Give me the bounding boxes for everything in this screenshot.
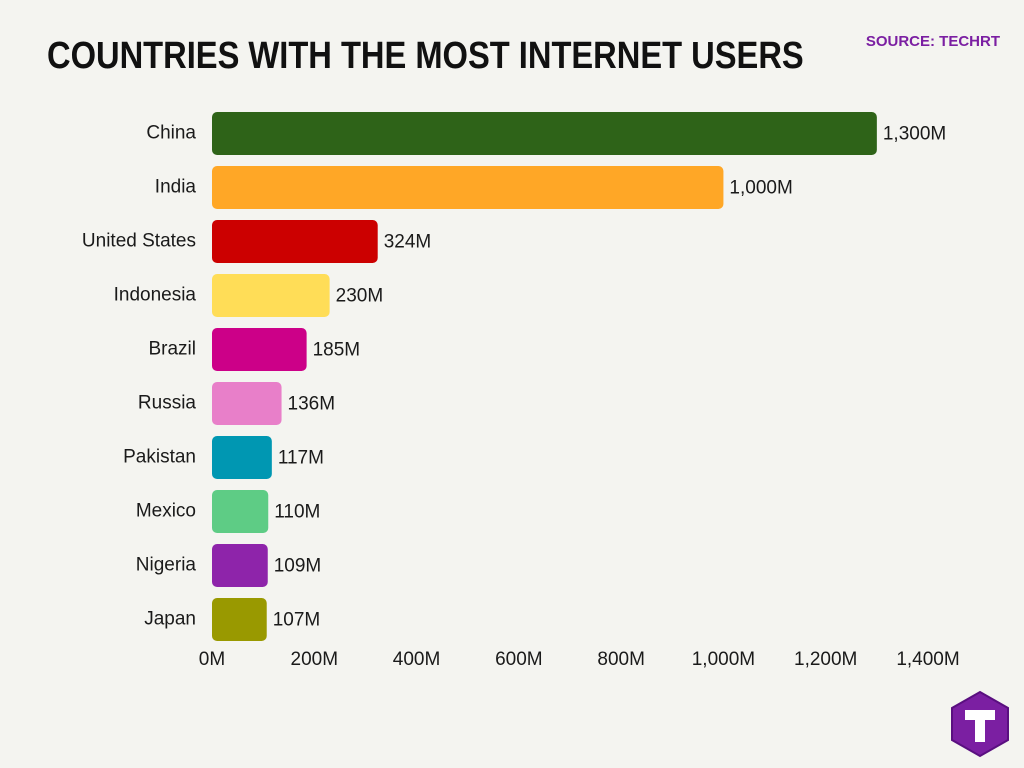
value-label: 136M: [288, 394, 336, 415]
value-label: 117M: [278, 448, 324, 469]
bar: [212, 166, 724, 209]
bar: [212, 436, 272, 479]
x-tick-label: 400M: [393, 649, 441, 670]
x-tick-label: 600M: [495, 649, 543, 670]
bar: [212, 544, 268, 587]
y-tick-label: Indonesia: [114, 285, 197, 306]
value-label: 230M: [336, 286, 384, 307]
y-tick-label: Mexico: [136, 501, 196, 522]
bar: [212, 598, 267, 641]
value-label: 185M: [313, 340, 361, 361]
y-tick-label: Russia: [138, 393, 197, 414]
value-label: 1,300M: [883, 124, 946, 145]
value-label: 324M: [384, 232, 432, 253]
y-tick-label: Japan: [144, 609, 196, 630]
y-tick-label: Nigeria: [136, 555, 197, 576]
x-tick-label: 200M: [291, 649, 339, 670]
x-tick-label: 1,200M: [794, 649, 857, 670]
y-tick-label: United States: [82, 231, 196, 252]
bar: [212, 328, 307, 371]
value-label: 110M: [274, 502, 320, 523]
value-label: 1,000M: [729, 178, 792, 199]
x-tick-label: 800M: [597, 649, 645, 670]
y-tick-label: Pakistan: [123, 447, 196, 468]
bar: [212, 220, 378, 263]
value-label: 109M: [274, 556, 322, 577]
bar: [212, 490, 269, 533]
x-tick-label: 0M: [199, 649, 225, 670]
source: SOURCE: TECHRT: [866, 33, 1000, 50]
y-tick-label: Brazil: [148, 339, 196, 360]
value-label: 107M: [273, 610, 321, 631]
logo: [951, 690, 1009, 758]
bar: [212, 274, 330, 317]
bar: [212, 112, 877, 155]
chart-title: COUNTRIES WITH THE MOST INTERNET USERS: [47, 34, 804, 77]
bar: [212, 382, 282, 425]
y-tick-label: China: [146, 123, 196, 144]
x-tick-label: 1,000M: [692, 649, 755, 670]
y-tick-label: India: [155, 177, 197, 198]
x-tick-label: 1,400M: [896, 649, 959, 670]
